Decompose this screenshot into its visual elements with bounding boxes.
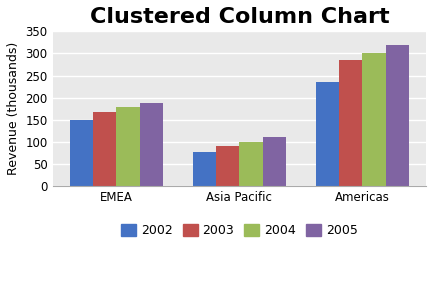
Legend: 2002, 2003, 2004, 2005: 2002, 2003, 2004, 2005 [117,221,362,241]
Bar [362,53,386,186]
Bar [339,60,362,186]
Bar [70,120,93,186]
Y-axis label: Revenue (thousands): Revenue (thousands) [7,42,20,175]
Bar [140,103,163,186]
Bar [116,107,140,186]
Bar [216,146,239,186]
Bar [263,137,286,186]
Bar [193,152,216,186]
Bar [239,142,263,186]
Bar [316,82,339,186]
Title: Clustered Column Chart: Clustered Column Chart [90,7,389,27]
Bar [386,45,409,186]
Bar [93,112,116,186]
